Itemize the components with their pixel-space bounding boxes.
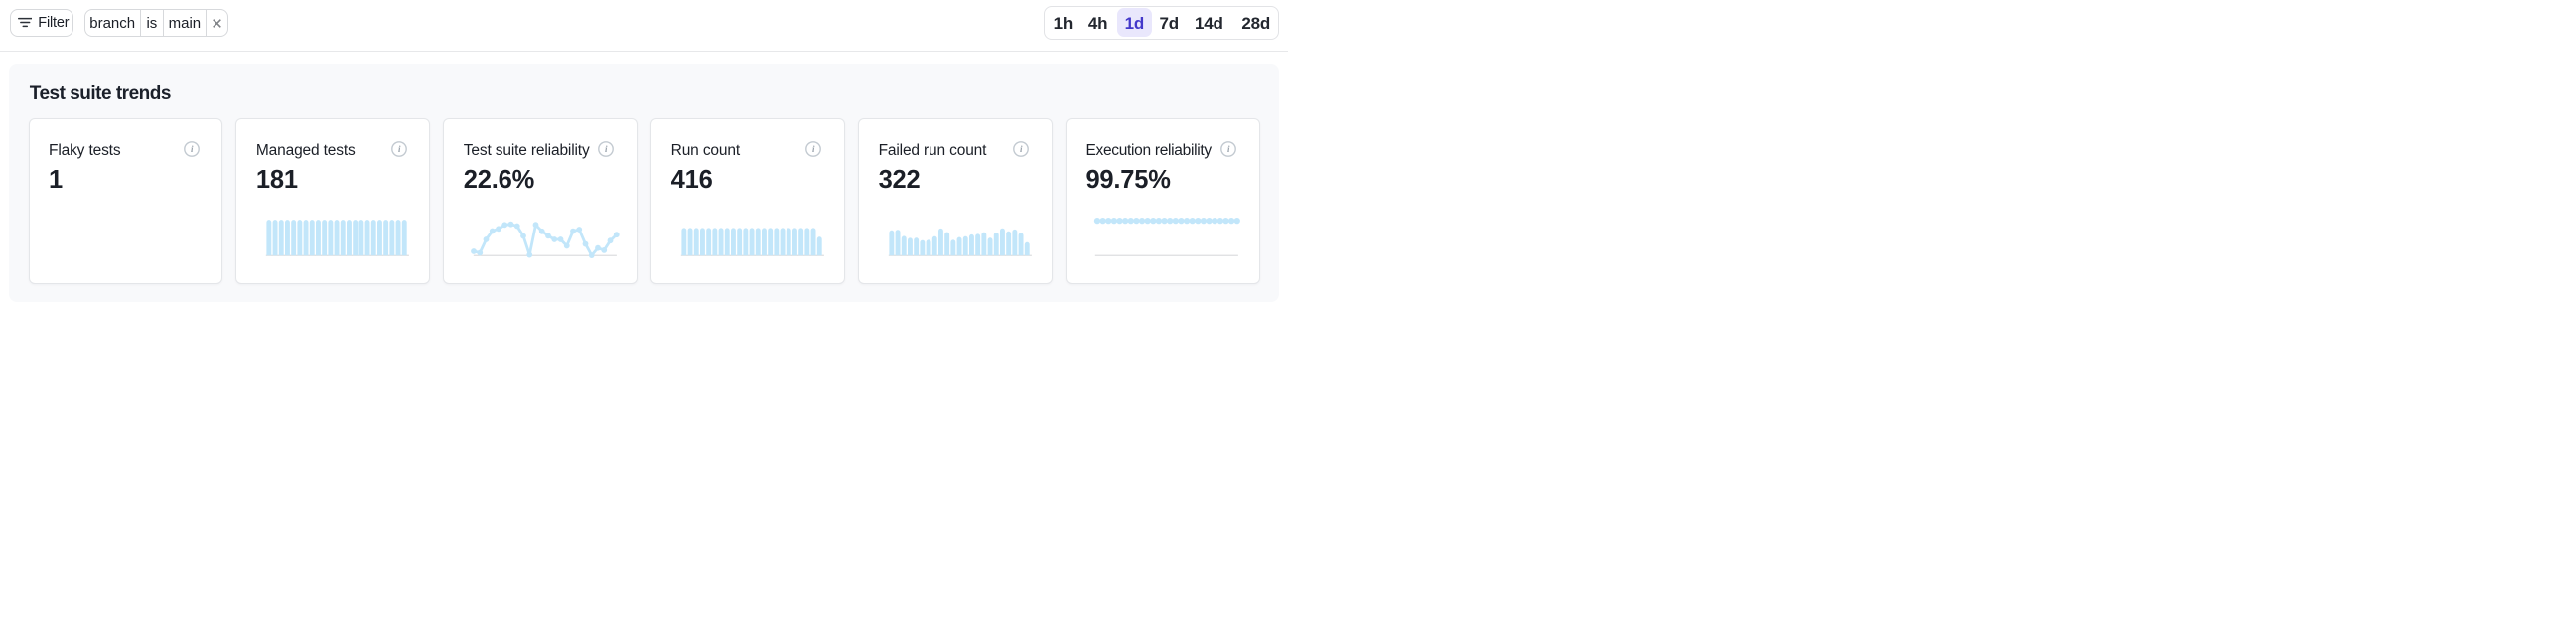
svg-text:i: i xyxy=(1020,144,1023,154)
svg-text:i: i xyxy=(605,144,608,154)
svg-text:i: i xyxy=(191,144,194,154)
svg-text:i: i xyxy=(398,144,401,154)
svg-text:i: i xyxy=(812,144,815,154)
svg-text:i: i xyxy=(1227,144,1230,154)
